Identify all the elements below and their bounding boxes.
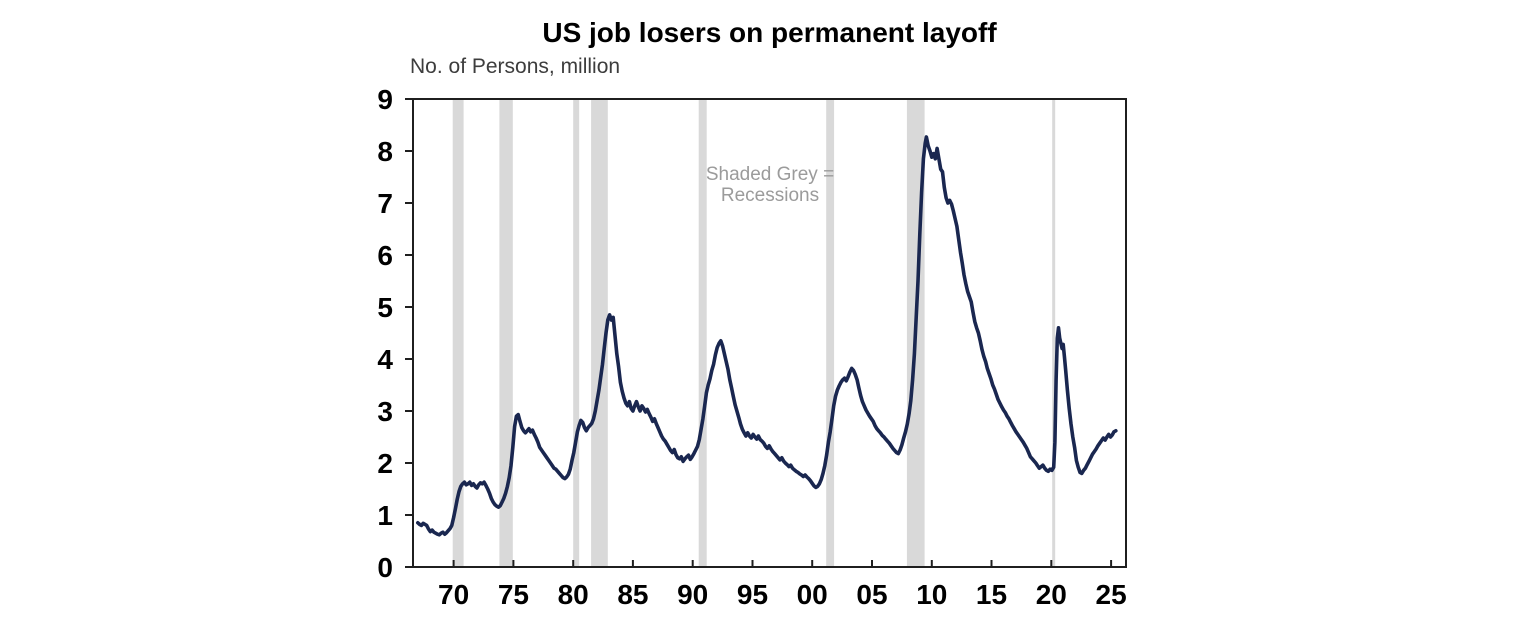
recession-legend-line1: Shaded Grey =: [705, 164, 835, 185]
y-tick-label: 9: [377, 84, 393, 115]
y-tick-label: 7: [377, 188, 393, 219]
x-tick-label: 00: [797, 579, 828, 610]
x-tick-label: 80: [558, 579, 589, 610]
recession-legend-annotation: Shaded Grey = Recessions: [670, 164, 870, 206]
recession-band: [452, 99, 464, 567]
y-tick-label: 2: [377, 448, 393, 479]
recession-band: [499, 99, 513, 567]
x-tick-label: 20: [1036, 579, 1067, 610]
y-tick-label: 0: [377, 552, 393, 583]
y-tick-label: 1: [377, 500, 393, 531]
plot-border: [412, 98, 1127, 568]
y-tick-label: 4: [377, 344, 393, 375]
recession-band: [698, 99, 707, 567]
recession-legend-line2: Recessions: [720, 185, 820, 206]
recession-band: [573, 99, 580, 567]
chart-y-axis-unit-label: No. of Persons, million: [410, 55, 621, 78]
y-tick-label: 3: [377, 396, 393, 427]
x-tick-label: 90: [677, 579, 708, 610]
x-tick-label: 85: [617, 579, 648, 610]
x-tick-label: 95: [737, 579, 768, 610]
y-tick-label: 6: [377, 240, 393, 271]
x-tick-label: 10: [916, 579, 947, 610]
x-tick-label: 25: [1096, 579, 1127, 610]
recession-band: [1052, 99, 1056, 567]
data-line: [415, 135, 1118, 537]
chart-title: US job losers on permanent layoff: [542, 17, 997, 48]
recession-band: [591, 99, 608, 567]
x-tick-label: 70: [438, 579, 469, 610]
x-tick-label: 75: [498, 579, 529, 610]
recession-band: [826, 99, 835, 567]
y-tick-label: 5: [377, 292, 393, 323]
x-tick-label: 15: [976, 579, 1007, 610]
y-tick-label: 8: [377, 136, 393, 167]
x-tick-label: 05: [856, 579, 887, 610]
